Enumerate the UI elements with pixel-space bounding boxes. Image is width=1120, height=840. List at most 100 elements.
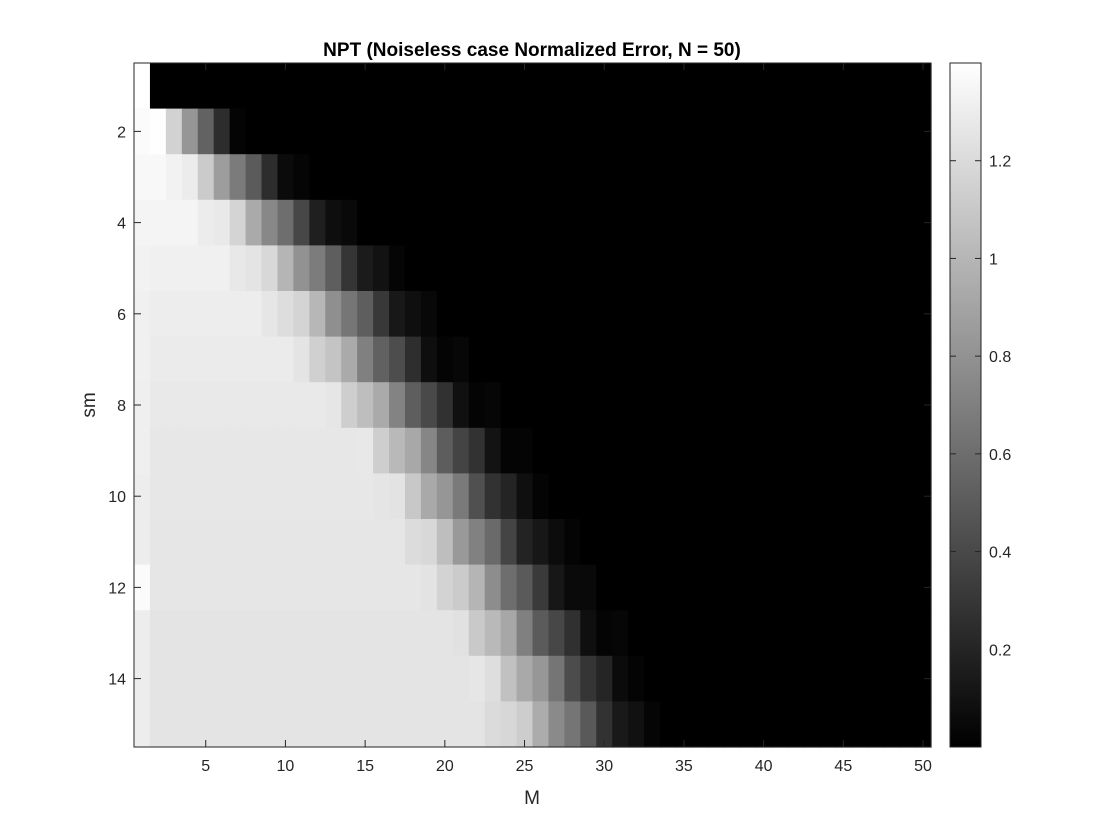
heatmap-cell xyxy=(134,701,151,748)
heatmap-cell xyxy=(404,701,422,748)
heatmap-cell xyxy=(771,245,789,292)
heatmap-cell xyxy=(468,655,486,702)
heatmap-cell xyxy=(229,291,247,338)
heatmap-cell xyxy=(404,291,422,338)
heatmap-cell xyxy=(819,336,836,383)
heatmap-cell xyxy=(357,245,374,292)
heatmap-cell xyxy=(819,63,836,110)
heatmap-cell xyxy=(213,291,231,338)
heatmap-cell xyxy=(229,655,247,702)
heatmap-cell xyxy=(500,63,518,110)
heatmap-cell xyxy=(500,291,518,338)
heatmap-cell xyxy=(580,336,597,383)
heatmap-cell xyxy=(468,245,486,292)
heatmap-cell xyxy=(564,473,581,520)
heatmap-cell xyxy=(261,291,279,338)
heatmap-cell xyxy=(883,245,900,292)
heatmap-cell xyxy=(787,473,805,520)
heatmap-cell xyxy=(389,701,406,748)
heatmap-cell xyxy=(755,382,773,429)
heatmap-cell xyxy=(452,245,470,292)
heatmap-cell xyxy=(660,473,677,520)
heatmap-cell xyxy=(452,519,470,566)
heatmap-cell xyxy=(404,245,422,292)
heatmap-cell xyxy=(596,245,613,292)
heatmap-cell xyxy=(389,610,406,657)
heatmap-cell xyxy=(357,564,374,611)
heatmap-cell xyxy=(851,199,868,246)
heatmap-cell xyxy=(835,427,852,474)
heatmap-cell xyxy=(245,519,263,566)
heatmap-cell xyxy=(612,199,629,246)
heatmap-cell xyxy=(420,427,438,474)
heatmap-cell xyxy=(691,108,709,155)
heatmap-cell xyxy=(596,291,613,338)
heatmap-cell xyxy=(277,655,294,702)
heatmap-cell xyxy=(644,199,661,246)
heatmap-cell xyxy=(723,610,741,657)
heatmap-cell xyxy=(181,199,199,246)
heatmap-cell xyxy=(452,199,470,246)
heatmap-cell xyxy=(867,382,884,429)
heatmap-cell xyxy=(787,108,805,155)
heatmap-cell xyxy=(819,154,836,201)
heatmap-cell xyxy=(341,473,358,520)
heatmap-cell xyxy=(165,108,183,155)
heatmap-cell xyxy=(357,199,374,246)
heatmap-cell xyxy=(149,199,167,246)
heatmap-cell xyxy=(516,519,534,566)
heatmap-cell xyxy=(134,199,151,246)
heatmap-cell xyxy=(707,245,725,292)
heatmap-cell xyxy=(245,199,263,246)
heatmap-cell xyxy=(755,245,773,292)
heatmap-cell xyxy=(452,63,470,110)
heatmap-cell xyxy=(341,108,358,155)
heatmap-cell xyxy=(675,199,693,246)
heatmap-cell xyxy=(373,564,390,611)
heatmap-cell xyxy=(675,336,693,383)
heatmap-cell xyxy=(596,382,613,429)
heatmap-cell xyxy=(803,701,821,748)
heatmap-cell xyxy=(596,473,613,520)
heatmap-cell xyxy=(580,245,597,292)
heatmap-cell xyxy=(165,473,183,520)
heatmap-cell xyxy=(197,336,215,383)
heatmap-cell xyxy=(612,63,629,110)
heatmap-cell xyxy=(309,291,326,338)
heatmap-cell xyxy=(675,108,693,155)
heatmap-cell xyxy=(787,382,805,429)
heatmap-cell xyxy=(707,655,725,702)
heatmap-cell xyxy=(644,108,661,155)
heatmap-cell xyxy=(404,199,422,246)
heatmap-cell xyxy=(915,655,932,702)
y-tick-label: 12 xyxy=(108,580,126,597)
heatmap-cell xyxy=(596,427,613,474)
heatmap-cell xyxy=(899,564,916,611)
heatmap-cell xyxy=(452,382,470,429)
heatmap-cell xyxy=(580,473,597,520)
heatmap-cell xyxy=(134,564,151,611)
heatmap-cell xyxy=(165,63,183,110)
heatmap-cell xyxy=(245,473,263,520)
heatmap-cell xyxy=(739,245,757,292)
heatmap-cell xyxy=(707,336,725,383)
heatmap-cell xyxy=(420,519,438,566)
heatmap-cell xyxy=(149,610,167,657)
heatmap-cell xyxy=(404,427,422,474)
heatmap-cell xyxy=(915,291,932,338)
heatmap-cell xyxy=(612,291,629,338)
heatmap-cell xyxy=(149,701,167,748)
x-tick-label: 30 xyxy=(595,758,613,775)
heatmap-cell xyxy=(691,199,709,246)
heatmap-cell xyxy=(420,199,438,246)
heatmap-cell xyxy=(229,473,247,520)
heatmap-cell xyxy=(883,427,900,474)
heatmap-cell xyxy=(707,473,725,520)
heatmap-cell xyxy=(660,291,677,338)
heatmap-cell xyxy=(548,473,565,520)
heatmap-cell xyxy=(707,108,725,155)
heatmap-cell xyxy=(261,245,279,292)
heatmap-cell xyxy=(548,519,565,566)
heatmap-cell xyxy=(883,63,900,110)
